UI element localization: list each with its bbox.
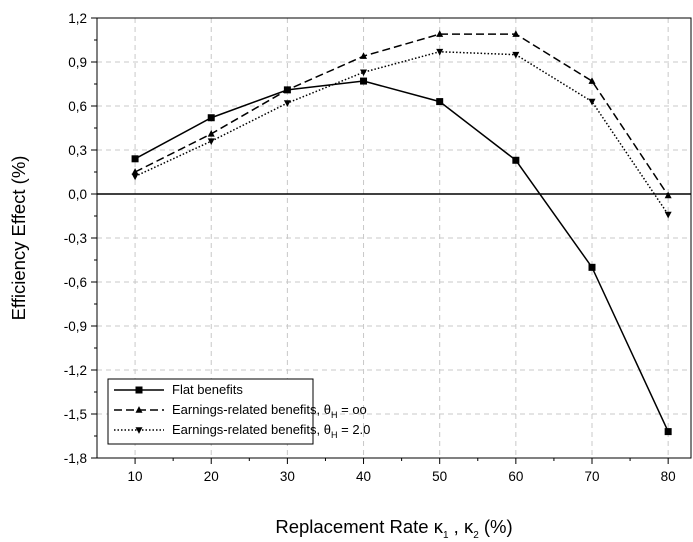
x-axis-title-separator: ,: [449, 516, 464, 537]
legend-label-2-suffix: = 2.0: [338, 422, 371, 437]
y-tick-label: -1,2: [64, 363, 87, 378]
data-point-flat-benefits: [512, 156, 520, 164]
kappa-subscript-1: 1: [443, 530, 449, 541]
y-tick-label: -0,6: [64, 275, 87, 290]
x-tick-label: 40: [356, 469, 371, 484]
theta-symbol: θ: [324, 402, 331, 417]
data-point-earnings-theta-2: [207, 138, 215, 146]
data-point-earnings-theta-oo: [664, 191, 672, 199]
data-point-earnings-theta-2: [512, 51, 520, 59]
kappa-symbol-1: κ: [434, 516, 444, 537]
series-line-earnings-theta-2: [134, 50, 669, 215]
x-tick-label: 20: [204, 469, 219, 484]
series-line-earnings-theta-oo: [134, 33, 669, 196]
x-tick-label: 80: [661, 469, 676, 484]
legend-swatch-marker: [135, 427, 143, 434]
legend-swatch-marker: [135, 406, 143, 413]
y-axis-title: Efficiency Effect (%): [8, 156, 29, 321]
x-tick-label: 60: [508, 469, 523, 484]
x-tick-label: 50: [432, 469, 447, 484]
kappa-symbol-2: κ: [464, 516, 474, 537]
legend: Flat benefits Earnings-related benefits,…: [107, 378, 370, 445]
series-layer: [131, 30, 672, 436]
legend-swatch-marker: [135, 386, 143, 394]
data-point-flat-benefits: [436, 98, 444, 106]
legend-label-2-prefix: Earnings-related benefits,: [172, 422, 324, 437]
axis-ticks: [91, 17, 669, 464]
legend-swatch-flat-benefits: [114, 386, 164, 394]
data-point-earnings-theta-2: [283, 100, 291, 107]
data-point-earnings-theta-2: [588, 98, 596, 106]
legend-swatch-earnings-theta-oo: [114, 406, 164, 413]
theta-subscript: H: [331, 430, 338, 440]
y-tick-label: -1,5: [64, 407, 87, 422]
x-axis-title-suffix: (%): [479, 516, 513, 537]
y-tick-label: 0,0: [68, 187, 87, 202]
x-tick-label: 30: [280, 469, 295, 484]
data-point-earnings-theta-oo: [207, 130, 215, 137]
series-line-flat-benefits: [134, 80, 669, 432]
legend-label-1-prefix: Earnings-related benefits,: [172, 402, 324, 417]
y-tick-labels: 1,2 0,9 0,6 0,3 0,0 -0,3 -0,6 -0,9 -1,2 -1,5 -1,8: [64, 11, 87, 466]
kappa-subscript-2: 2: [473, 530, 479, 541]
data-point-earnings-theta-oo: [512, 30, 520, 37]
x-tick-label: 10: [128, 469, 143, 484]
x-tick-label: 70: [584, 469, 599, 484]
series-earnings-theta-oo: [131, 30, 672, 199]
data-point-flat-benefits: [664, 428, 672, 436]
data-point-earnings-theta-oo: [360, 52, 368, 59]
x-axis-title: Replacement Rate κ1 , κ2 (%): [275, 516, 512, 541]
data-point-earnings-theta-2: [664, 211, 672, 219]
data-point-flat-benefits: [588, 263, 596, 271]
data-point-flat-benefits: [360, 77, 368, 85]
data-point-earnings-theta-2: [360, 69, 368, 77]
legend-label-earnings-theta-oo: Earnings-related benefits, θH = oo: [172, 402, 367, 420]
y-tick-label: 0,6: [68, 99, 87, 114]
legend-label-flat-benefits: Flat benefits: [172, 382, 243, 397]
data-point-earnings-theta-oo: [436, 30, 444, 37]
y-tick-label: -0,9: [64, 319, 87, 334]
legend-swatch-earnings-theta-2: [114, 427, 164, 434]
theta-subscript: H: [331, 410, 338, 420]
data-point-earnings-theta-2: [131, 173, 139, 181]
legend-label-1-suffix: = oo: [338, 402, 367, 417]
y-tick-label: 1,2: [68, 11, 87, 26]
series-earnings-theta-2: [131, 48, 672, 219]
data-point-earnings-theta-oo: [283, 86, 291, 93]
x-axis-title-prefix: Replacement Rate: [275, 516, 433, 537]
y-tick-label: 0,9: [68, 55, 87, 70]
data-point-flat-benefits: [207, 114, 215, 122]
data-point-flat-benefits: [131, 155, 139, 163]
y-tick-label: -0,3: [64, 231, 87, 246]
x-tick-labels: 10 20 30 40 50 60 70 80: [128, 469, 676, 484]
theta-symbol: θ: [324, 422, 331, 437]
data-point-earnings-theta-oo: [588, 77, 596, 84]
data-point-earnings-theta-oo: [131, 168, 139, 175]
y-tick-label: 0,3: [68, 143, 87, 158]
legend-label-earnings-theta-2: Earnings-related benefits, θH = 2.0: [172, 422, 370, 440]
data-point-earnings-theta-2: [436, 48, 444, 56]
y-tick-label: -1,8: [64, 451, 87, 466]
